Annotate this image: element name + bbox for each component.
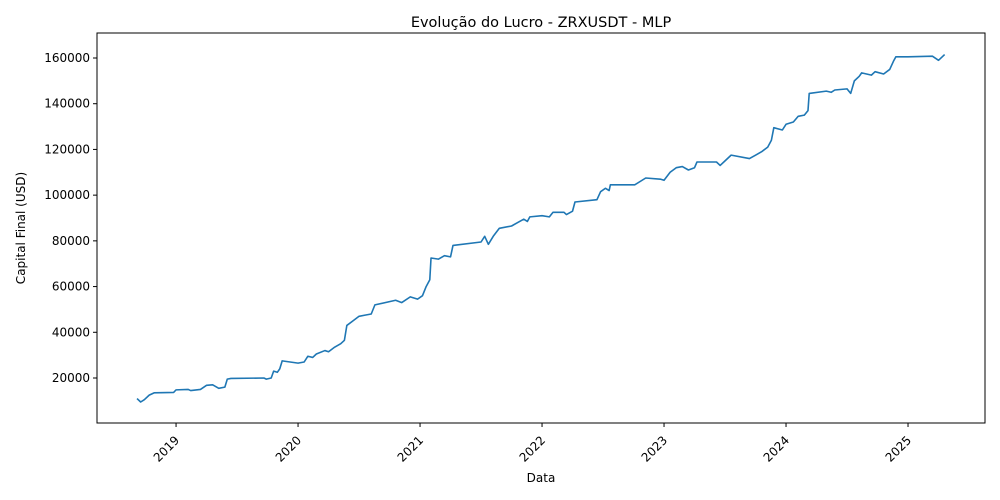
y-tick-label: 60000 bbox=[52, 280, 90, 294]
y-tick-label: 100000 bbox=[44, 188, 90, 202]
chart-title: Evolução do Lucro - ZRXUSDT - MLP bbox=[411, 15, 672, 31]
plot-frame bbox=[96, 32, 986, 424]
x-axis-label: Data bbox=[527, 471, 556, 485]
y-tick-label: 20000 bbox=[52, 371, 90, 385]
y-axis-label: Capital Final (USD) bbox=[14, 172, 28, 284]
line-series bbox=[136, 53, 946, 403]
y-tick-label: 160000 bbox=[44, 51, 90, 65]
y-tick-label: 40000 bbox=[52, 325, 90, 339]
y-tick-label: 140000 bbox=[44, 97, 90, 111]
y-tick-label: 80000 bbox=[52, 234, 90, 248]
y-tick-label: 120000 bbox=[44, 142, 90, 156]
